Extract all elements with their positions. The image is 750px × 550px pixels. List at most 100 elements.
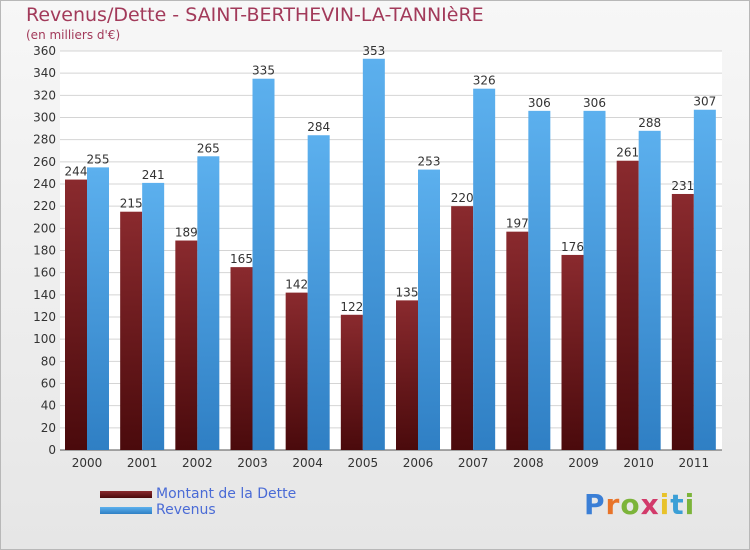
data-label: 253 bbox=[418, 155, 441, 169]
x-tick-label: 2001 bbox=[127, 456, 158, 470]
data-label: 261 bbox=[616, 146, 639, 160]
legend-label-revenue: Revenus bbox=[156, 502, 216, 518]
data-label: 353 bbox=[362, 44, 385, 58]
data-label: 165 bbox=[230, 252, 253, 266]
bar-debt bbox=[285, 292, 308, 450]
bar-revenue bbox=[142, 182, 165, 450]
bar-debt bbox=[175, 240, 198, 450]
bar-revenue bbox=[362, 58, 385, 451]
x-tick-label: 2003 bbox=[237, 456, 268, 470]
logo-letter: P bbox=[584, 488, 606, 521]
data-label: 122 bbox=[340, 300, 363, 314]
bar-revenue bbox=[528, 110, 551, 450]
bar-revenue bbox=[638, 130, 661, 451]
data-label: 326 bbox=[473, 74, 496, 88]
y-tick-label: 120 bbox=[33, 310, 56, 324]
legend-swatch-revenue bbox=[100, 506, 152, 514]
y-tick-label: 220 bbox=[33, 199, 56, 213]
bar-debt bbox=[340, 314, 363, 450]
y-tick-label: 360 bbox=[33, 44, 56, 58]
bars bbox=[65, 58, 716, 451]
logo-letter: x bbox=[640, 488, 660, 521]
data-label: 215 bbox=[120, 197, 143, 211]
y-tick-label: 40 bbox=[41, 399, 56, 413]
data-label: 135 bbox=[396, 285, 419, 299]
bar-debt bbox=[230, 267, 253, 450]
y-tick-label: 180 bbox=[33, 244, 56, 258]
x-tick-label: 2011 bbox=[679, 456, 710, 470]
y-tick-label: 280 bbox=[33, 133, 56, 147]
data-label: 231 bbox=[671, 179, 694, 193]
x-tick-label: 2006 bbox=[403, 456, 434, 470]
logo-letter: o bbox=[620, 488, 641, 521]
x-tick-label: 2005 bbox=[348, 456, 379, 470]
data-label: 265 bbox=[197, 141, 220, 155]
bar-revenue bbox=[418, 169, 440, 450]
y-tick-label: 100 bbox=[33, 332, 56, 346]
logo-letter: i bbox=[684, 488, 696, 521]
data-label: 244 bbox=[65, 165, 88, 179]
y-tick-label: 300 bbox=[33, 111, 56, 125]
y-tick-label: 80 bbox=[41, 354, 56, 368]
y-tick-label: 140 bbox=[33, 288, 56, 302]
y-tick-label: 260 bbox=[33, 155, 56, 169]
x-tick-label: 2008 bbox=[513, 456, 544, 470]
data-label: 335 bbox=[252, 64, 275, 78]
bar-debt bbox=[120, 211, 143, 450]
logo-letter: r bbox=[605, 488, 621, 521]
y-axis: 0 20 40 60 80 100 120 140 160 180 200 220 240 260 280 3… bbox=[33, 44, 56, 457]
bar-revenue bbox=[307, 135, 330, 450]
bar-debt bbox=[506, 231, 529, 450]
legend-item-debt: Montant de la Dette bbox=[100, 486, 296, 502]
y-tick-label: 0 bbox=[48, 443, 56, 457]
legend-item-revenue: Revenus bbox=[100, 502, 296, 518]
data-label: 220 bbox=[451, 191, 474, 205]
bar-debt bbox=[671, 193, 694, 450]
y-tick-label: 200 bbox=[33, 221, 56, 235]
grid bbox=[60, 50, 722, 451]
data-label: 142 bbox=[285, 278, 308, 292]
data-label: 284 bbox=[307, 120, 330, 134]
y-tick-label: 240 bbox=[33, 177, 56, 191]
data-label: 307 bbox=[693, 95, 716, 109]
bar-revenue bbox=[693, 109, 716, 450]
chart-subtitle: (en milliers d'€) bbox=[26, 28, 121, 42]
bar-debt bbox=[65, 179, 87, 451]
legend-label-debt: Montant de la Dette bbox=[156, 486, 297, 502]
chart-title: Revenus/Dette - SAINT-BERTHEVIN-LA-TANNI… bbox=[26, 4, 484, 26]
x-tick-label: 2002 bbox=[182, 456, 213, 470]
bar-revenue bbox=[197, 156, 220, 450]
logo-letter: i bbox=[659, 488, 671, 521]
bar-revenue bbox=[473, 88, 496, 450]
x-tick-label: 2010 bbox=[623, 456, 654, 470]
x-tick-label: 2007 bbox=[458, 456, 489, 470]
x-axis: 2000 2001 2002 2003 2004 2005 2006 2007 2008 2009… bbox=[72, 456, 709, 470]
legend-swatch-debt bbox=[100, 490, 152, 498]
bar-debt bbox=[561, 254, 584, 450]
bar-debt bbox=[616, 160, 639, 450]
data-label: 176 bbox=[561, 240, 584, 254]
bar-revenue bbox=[252, 78, 275, 450]
logo-letter: t bbox=[670, 488, 685, 521]
data-label: 241 bbox=[142, 168, 165, 182]
x-tick-label: 2000 bbox=[72, 456, 103, 470]
legend: Montant de la Dette Revenus bbox=[100, 486, 296, 518]
y-tick-label: 320 bbox=[33, 88, 56, 102]
data-label: 189 bbox=[175, 226, 198, 240]
bar-revenue bbox=[583, 110, 606, 450]
bar-debt bbox=[451, 206, 474, 450]
proxiti-logo: Proxiti bbox=[584, 488, 695, 521]
bar-revenue bbox=[87, 167, 109, 450]
data-label: 255 bbox=[87, 152, 110, 166]
y-tick-label: 160 bbox=[33, 266, 56, 280]
data-label: 306 bbox=[528, 96, 551, 110]
x-tick-label: 2004 bbox=[292, 456, 323, 470]
y-tick-label: 60 bbox=[41, 377, 56, 391]
y-tick-label: 20 bbox=[41, 421, 56, 435]
data-label: 306 bbox=[583, 96, 606, 110]
bar-debt bbox=[396, 300, 418, 450]
x-tick-label: 2009 bbox=[568, 456, 599, 470]
y-tick-label: 340 bbox=[33, 66, 56, 80]
